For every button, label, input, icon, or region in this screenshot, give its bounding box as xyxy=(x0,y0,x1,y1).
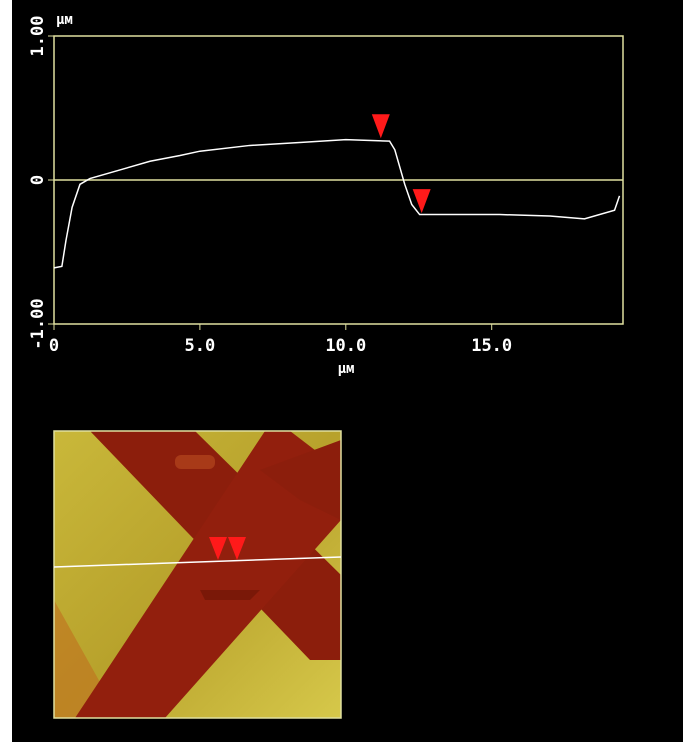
scan-line xyxy=(53,556,342,568)
afm-image xyxy=(53,430,342,719)
profile-line xyxy=(53,138,621,269)
image-feature xyxy=(200,590,260,600)
image-band xyxy=(75,431,341,718)
x-tick-label: 0 xyxy=(49,336,59,356)
image-cursor xyxy=(228,537,246,560)
y-tick-label: 1.00 xyxy=(28,16,48,57)
cursor-marker xyxy=(412,189,431,214)
x-tick-label: 10.0 xyxy=(325,336,366,356)
image-region xyxy=(54,520,120,718)
y-axis-unit: µм xyxy=(56,12,73,28)
image-band xyxy=(260,440,341,520)
cursor-marker xyxy=(371,114,390,139)
y-tick-label: 0 xyxy=(28,175,48,185)
y-tick-label: -1.00 xyxy=(28,298,48,349)
x-tick-label: 5.0 xyxy=(185,336,216,356)
x-tick-label: 15.0 xyxy=(471,336,512,356)
x-axis-unit: µм xyxy=(338,361,355,377)
image-frame xyxy=(53,430,342,719)
image-feature xyxy=(175,455,215,469)
image-cursor xyxy=(209,537,227,560)
